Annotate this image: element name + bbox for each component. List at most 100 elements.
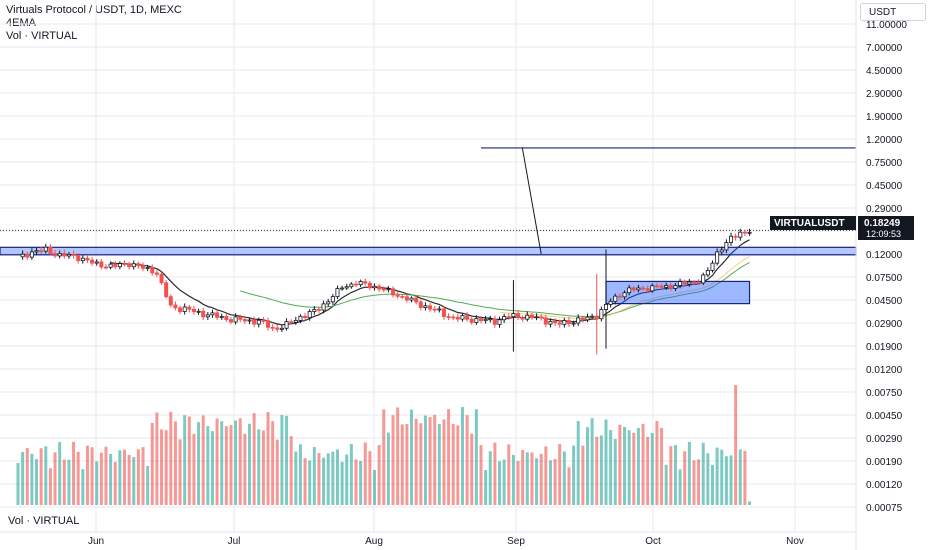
candle-body [298,315,303,321]
volume-bar [636,428,640,505]
candle-body [201,310,206,318]
candle-body [710,262,715,271]
volume-legend: Vol · VIRTUAL [6,30,78,42]
volume-bar [535,458,539,505]
price-tick-label: 0.12000 [866,250,903,261]
candle-body [178,307,183,312]
candle-body [164,282,169,298]
volume-bar [373,469,377,505]
volume-bar [340,461,344,505]
volume-bar [451,423,455,505]
volume-bar [275,439,279,505]
candle-body [136,263,141,267]
candle-body [441,308,446,317]
volume-bar [697,459,701,505]
candle-body [483,318,488,322]
candle-body [43,246,48,252]
volume-bar [470,433,474,505]
candle-body [539,316,544,319]
candles [20,228,752,355]
candle-body [275,327,280,330]
candle-body [261,319,266,322]
volume-bar [400,424,404,505]
volume-bar [326,453,330,505]
volume-bar [585,427,589,505]
volume-bar [197,422,201,505]
volume-bar [173,421,177,505]
volume-bar [539,453,543,505]
candle-body [131,263,136,268]
volume-bar [30,453,34,505]
volume-bar [25,448,29,505]
candle-body [460,315,465,320]
volume-bar [660,427,664,505]
candle-body [182,306,187,312]
candle-body [719,249,724,253]
candle-body [627,287,632,294]
candle-body [576,317,581,324]
candle-body [279,327,284,330]
volume-bar [428,417,432,505]
candle-body [108,263,113,268]
volume-bar [479,445,483,505]
candle-body [469,318,474,323]
candle-body [566,320,571,325]
price-tick-label: 0.75000 [866,158,903,169]
candle-body [497,319,502,325]
price-tick-label: 0.00120 [866,480,903,491]
time-tick-label: Nov [786,536,804,547]
volume-bar [16,463,20,505]
price-tick-label: 1.20000 [866,135,903,146]
candle-body [557,322,562,325]
candle-body [127,263,132,268]
volume-bar [44,446,48,505]
volume-bar [521,450,525,505]
candle-body [738,231,743,238]
volume-bar [48,468,52,505]
candle-body [284,321,289,329]
candle-body [99,261,104,268]
volume-bar [604,419,608,505]
volume-bar [150,422,154,505]
volume-bar [183,415,187,505]
volume-bar [748,501,752,505]
price-tick-label: 2.90000 [866,89,903,100]
time-tick-label: Jun [88,536,104,547]
candle-body [682,281,687,285]
candle-body [270,326,275,329]
volume-bar [734,385,738,505]
candle-body [71,253,76,256]
volume-bar [419,423,423,505]
candle-body [289,321,294,324]
candle-body [103,266,108,269]
candle-body [729,235,734,243]
candle-body [585,316,590,321]
candle-body [344,286,349,289]
candle-body [321,303,326,311]
volume-bar [113,461,117,505]
currency-unit-button[interactable]: USDT [860,3,926,21]
candle-body [57,253,62,257]
volume-bar [548,460,552,505]
volume-bar [266,412,270,505]
price-tick-label: 1.90000 [866,112,903,123]
volume-bar [562,451,566,505]
candle-body [446,316,451,318]
candle-body [228,319,233,323]
candle-body [404,296,409,301]
volume-bar [187,416,191,505]
volume-bar [136,449,140,505]
time-tick-label: Sep [507,536,525,547]
candle-body [428,305,433,310]
candle-body [215,312,220,318]
volume-bar [81,469,85,505]
candle-body [548,321,553,325]
candle-body [205,314,210,318]
candle-body [395,294,400,297]
volume-bar [553,459,557,505]
candle-body [664,285,669,288]
candle-body [525,314,530,320]
candle-body [85,257,90,261]
axes: 11.00000 7.00000 4.50000 2.90000 1.90000 1.20… [0,0,907,550]
